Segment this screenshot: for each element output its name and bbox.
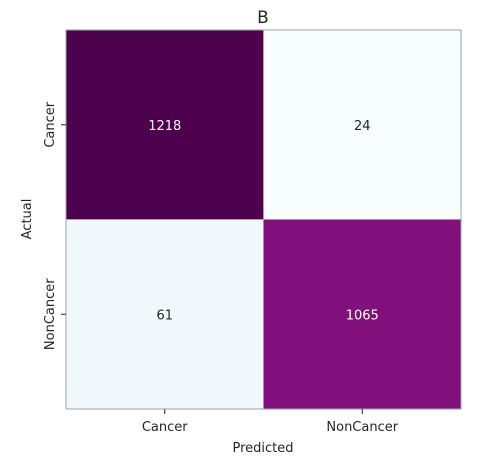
cell-value-label-0-1: 24 bbox=[354, 119, 371, 134]
x-axis-label: Predicted bbox=[232, 441, 293, 456]
heatmap-cell-0-1 bbox=[263, 29, 462, 220]
heatmap-cell-0-0 bbox=[65, 29, 264, 220]
cell-value-label-1-0: 61 bbox=[156, 308, 173, 323]
cell-value-label-0-0: 1218 bbox=[148, 119, 181, 134]
heatmap-cells: 1218 24 61 1065 bbox=[65, 29, 462, 410]
cell-value-label-1-1: 1065 bbox=[346, 308, 379, 323]
x-tick-label-0: Cancer bbox=[142, 420, 188, 435]
x-tick-label-1: NonCancer bbox=[326, 420, 398, 435]
plot-frame bbox=[65, 29, 462, 410]
y-axis-label: Actual bbox=[20, 199, 35, 240]
x-axis-ticks: Cancer NonCancer bbox=[142, 409, 399, 435]
heatmap-cell-1-1 bbox=[263, 219, 462, 410]
y-tick-label-0: Cancer bbox=[43, 101, 58, 147]
y-axis-ticks: Cancer NonCancer bbox=[43, 101, 66, 350]
y-tick-label-1: NonCancer bbox=[43, 278, 58, 350]
heatmap-cell-1-0 bbox=[65, 219, 264, 410]
chart-title: B bbox=[257, 8, 269, 28]
